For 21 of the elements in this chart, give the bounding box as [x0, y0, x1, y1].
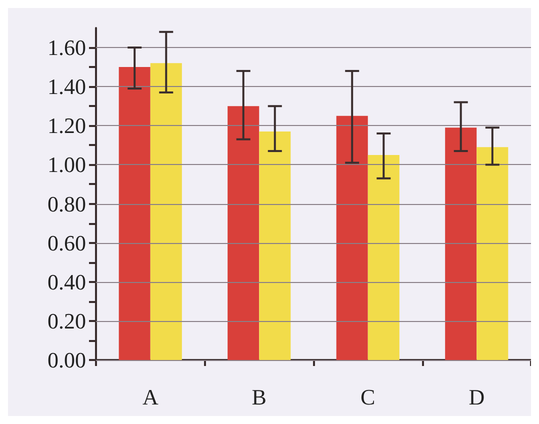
bar [150, 63, 182, 360]
x-tick-label: D [468, 384, 485, 410]
y-tick-label: 1.00 [48, 152, 86, 178]
y-tick-label: 1.20 [48, 113, 86, 138]
y-tick-label: 0.80 [48, 191, 86, 216]
y-tick-label: 1.40 [48, 74, 86, 100]
y-tick-label: 0.20 [48, 308, 86, 334]
x-tick-label: C [360, 384, 376, 410]
y-tick-label: 1.60 [48, 35, 86, 60]
bar [228, 106, 260, 360]
bar [368, 154, 400, 360]
bar [118, 67, 150, 360]
bar [445, 128, 477, 360]
bar [259, 132, 291, 360]
y-tick-label: 0.60 [48, 230, 86, 256]
x-tick-label: A [142, 384, 158, 410]
bar [476, 147, 508, 360]
y-tick-label: 0.00 [48, 348, 86, 372]
y-tick-label: 0.40 [48, 269, 86, 294]
x-tick-label: B [252, 384, 266, 410]
bar [336, 116, 368, 360]
